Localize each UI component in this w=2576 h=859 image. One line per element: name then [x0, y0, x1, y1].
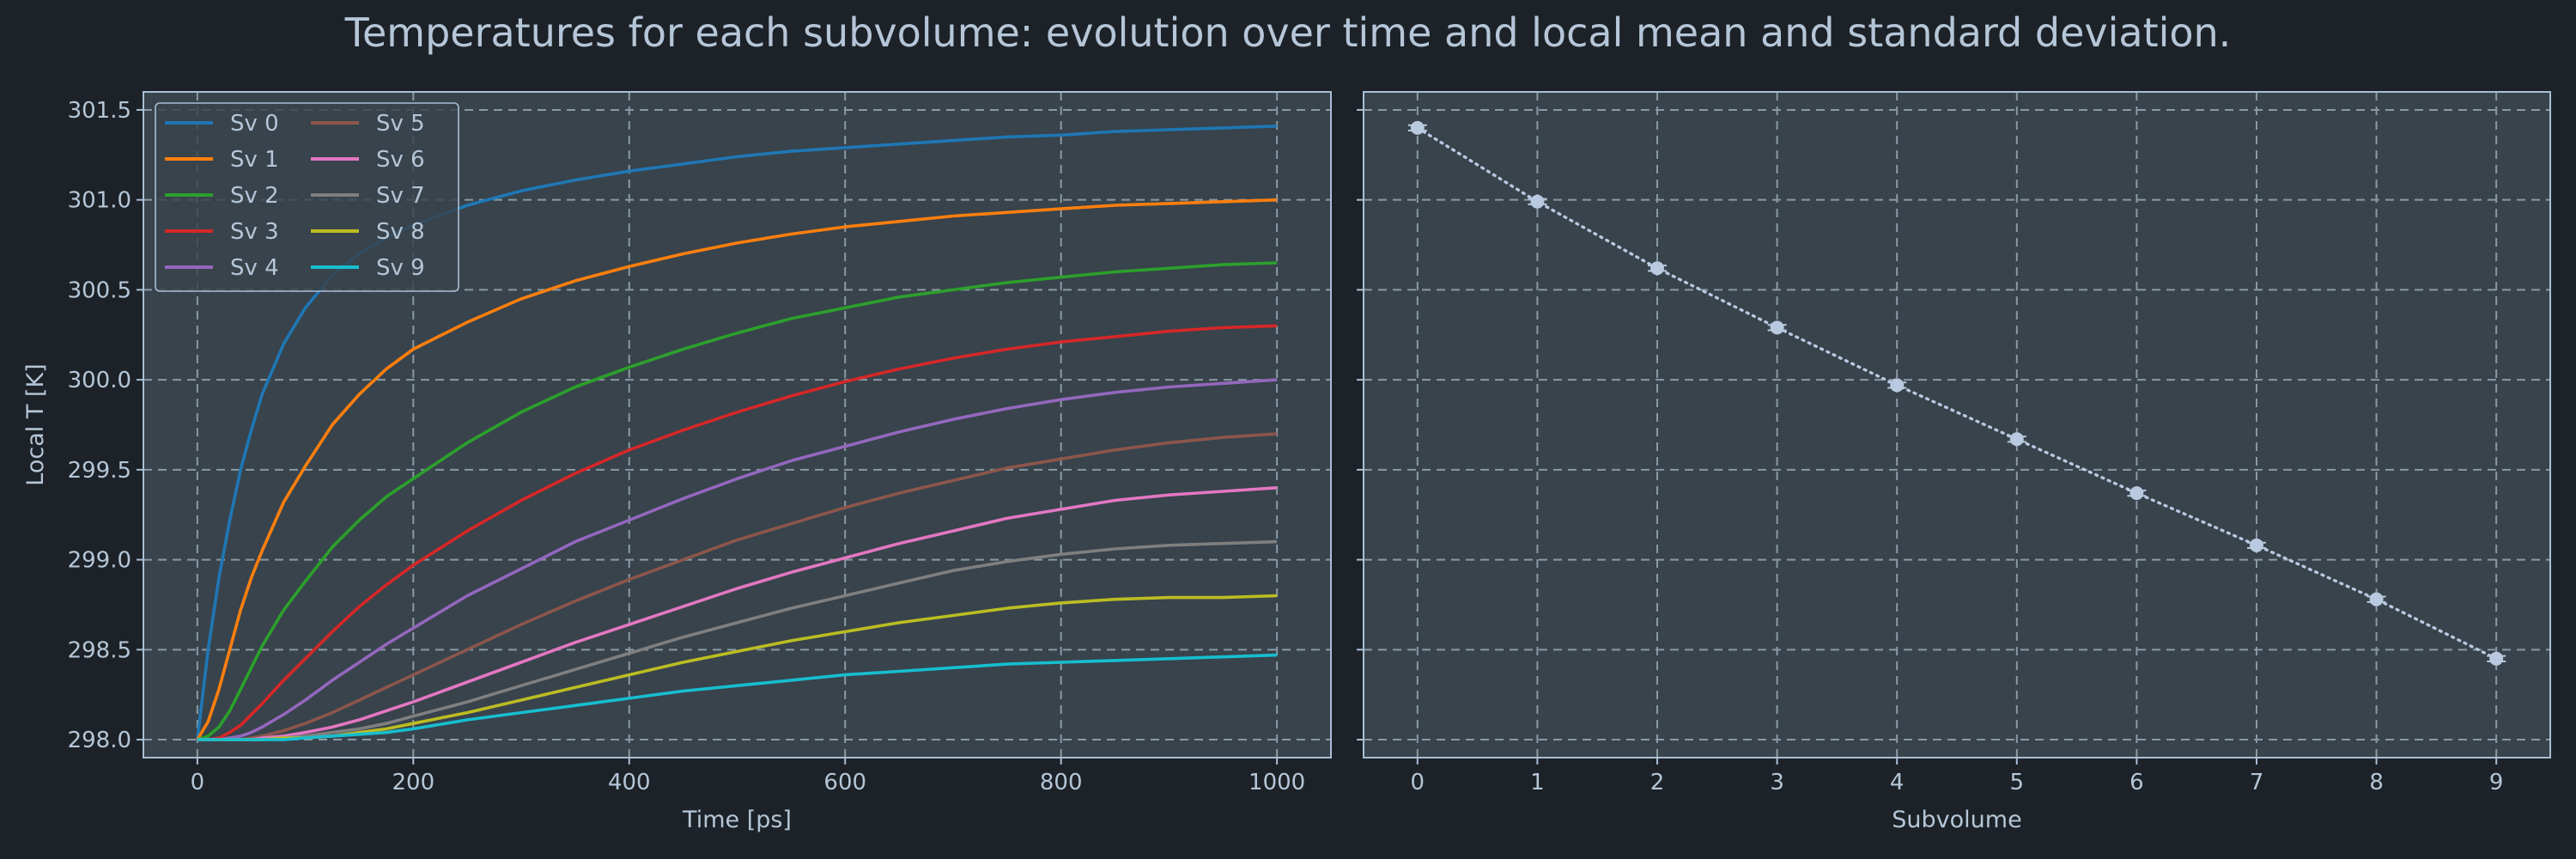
subvolume-x-tick-label: 0 — [1411, 770, 1425, 795]
mean-point — [1410, 120, 1425, 135]
subvolume-axes-background — [1364, 92, 2550, 758]
time-series-x-axis-label: Time [ps] — [682, 807, 792, 833]
time-series-y-tick-label: 299.0 — [68, 548, 131, 574]
subvolume-x-tick-label: 8 — [2369, 770, 2384, 795]
series-line-sv-9 — [197, 653, 1278, 741]
subvolume-panel: 0 1 2 3 4 5 6 7 8 9 Subvolume — [1357, 91, 2551, 833]
subvolume-x-axis-label: Subvolume — [1892, 807, 2021, 833]
time-series-x-tick-label: 600 — [823, 770, 866, 795]
legend-entry-label: Sv 0 — [230, 111, 279, 137]
subvolume-x-tick-label: 2 — [1650, 770, 1665, 795]
legend-entry-label: Sv 1 — [230, 147, 279, 173]
legend-box — [155, 102, 459, 292]
time-series-x-tick-label: 200 — [392, 770, 434, 795]
series-line-sv-4 — [197, 378, 1278, 741]
time-series-ticks: 0 200 400 600 800 1000 298.0 298.5 299.0 299.5 300… — [68, 98, 1306, 795]
legend: Sv 0 Sv 1 Sv 2 Sv 3 Sv 4 Sv 5 Sv 6 Sv 7 Sv 8 Sv 9 — [155, 102, 459, 292]
time-series-axes-frame — [143, 91, 1332, 758]
mean-dotted-line — [1416, 126, 2498, 661]
time-series-y-axis-label: Local T [K] — [22, 363, 49, 485]
time-series-lines — [196, 125, 1278, 741]
subvolume-ticks: 0 1 2 3 4 5 6 7 8 9 — [1357, 108, 2504, 795]
time-series-x-tick-label: 400 — [608, 770, 651, 795]
legend-entry-label: Sv 2 — [230, 183, 279, 209]
time-series-y-tick-label: 301.0 — [68, 188, 131, 214]
mean-point — [2129, 486, 2144, 501]
time-series-x-tick-label: 800 — [1040, 770, 1083, 795]
series-line-sv-3 — [197, 324, 1278, 741]
mean-point — [2369, 592, 2384, 606]
subvolume-grid — [1364, 92, 2550, 758]
time-series-y-tick-label: 301.5 — [68, 98, 131, 124]
subvolume-x-tick-label: 7 — [2250, 770, 2264, 795]
mean-point — [2009, 432, 2024, 447]
mean-point — [1530, 194, 1545, 209]
subvolume-x-tick-label: 4 — [1890, 770, 1905, 795]
series-line-sv-1 — [196, 198, 1278, 741]
mean-point — [2489, 651, 2504, 666]
legend-entry-label: Sv 8 — [376, 219, 425, 245]
time-series-y-tick-label: 300.5 — [68, 277, 131, 303]
subvolume-x-tick-label: 6 — [2129, 770, 2144, 795]
time-series-y-tick-label: 298.5 — [68, 637, 131, 663]
time-series-y-tick-label: 299.5 — [68, 458, 131, 484]
legend-entry-label: Sv 6 — [376, 147, 425, 173]
subvolume-mean-points — [1407, 120, 2506, 666]
subvolume-x-tick-label: 3 — [1770, 770, 1784, 795]
time-series-x-tick-label: 1000 — [1249, 770, 1305, 795]
time-series-y-tick-label: 298.0 — [68, 728, 131, 753]
mean-point — [2249, 538, 2263, 552]
subvolume-x-tick-label: 9 — [2489, 770, 2504, 795]
mean-point — [1650, 261, 1665, 276]
subvolume-x-tick-label: 1 — [1530, 770, 1545, 795]
legend-entry-label: Sv 5 — [376, 111, 425, 137]
mean-point — [1890, 378, 1905, 393]
series-line-sv-2 — [197, 261, 1278, 741]
legend-entry-label: Sv 3 — [230, 219, 279, 245]
subvolume-axes-frame — [1363, 91, 2551, 758]
subvolume-x-tick-label: 5 — [2010, 770, 2025, 795]
legend-entry-label: Sv 4 — [230, 255, 279, 281]
legend-entry-label: Sv 9 — [376, 255, 425, 281]
legend-entry-label: Sv 7 — [376, 183, 425, 209]
figure-title: Temperatures for each subvolume: evoluti… — [344, 9, 2232, 56]
mean-point — [1770, 320, 1784, 335]
series-line-sv-0 — [196, 125, 1278, 740]
time-series-x-tick-label: 0 — [191, 770, 205, 795]
time-series-panel: 0 200 400 600 800 1000 298.0 298.5 299.0 299.5 300… — [22, 91, 1332, 833]
time-series-y-tick-label: 300.0 — [68, 368, 131, 393]
